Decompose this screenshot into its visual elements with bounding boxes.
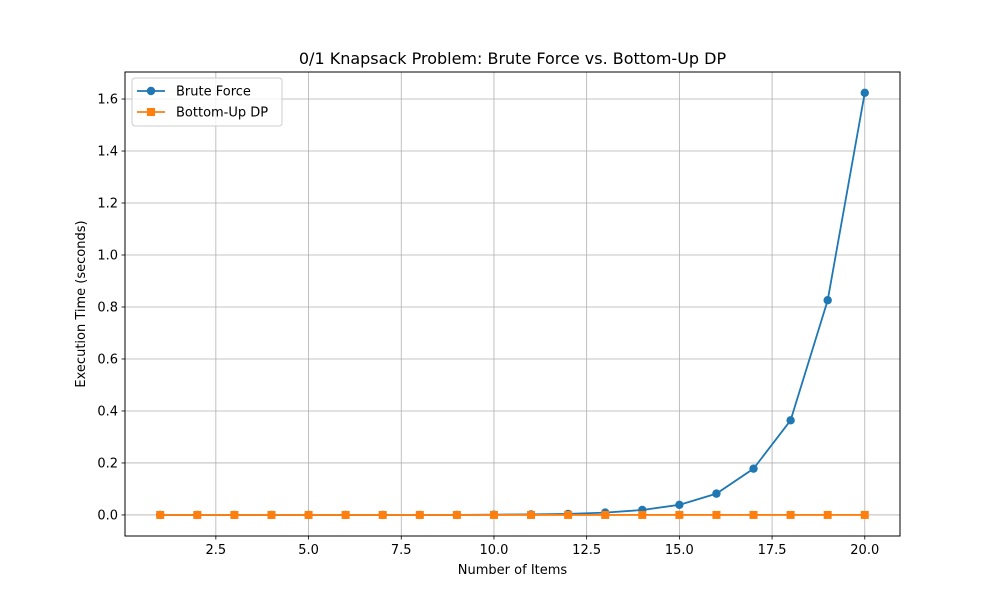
legend-label: Bottom-Up DP — [176, 106, 268, 121]
y-tick-label: 0.2 — [97, 456, 118, 471]
bottom-up-dp-point — [230, 510, 239, 519]
x-axis-ticks: 2.5 5.0 7.5 10.0 12.5 15.0 17.5 20.0 — [206, 536, 879, 558]
y-axis-ticks: 0.0 0.2 0.4 0.6 0.8 1.0 1.2 1.4 1.6 — [97, 93, 125, 523]
y-tick-label: 0.6 — [97, 352, 118, 367]
x-tick-label: 2.5 — [206, 543, 227, 558]
legend-entry-brute-force: Brute Force — [137, 85, 251, 100]
chart-title: 0/1 Knapsack Problem: Brute Force vs. Bo… — [299, 49, 727, 68]
brute-force-point — [675, 500, 684, 510]
legend-marker — [147, 108, 155, 116]
bottom-up-dp-point — [156, 510, 165, 519]
bottom-up-dp-point — [489, 510, 498, 519]
y-tick-label: 1.6 — [97, 93, 118, 108]
series-area — [156, 88, 869, 520]
bottom-up-dp-point — [823, 510, 832, 519]
bottom-up-dp-point — [564, 510, 573, 519]
y-tick-label: 1.2 — [97, 197, 118, 212]
bottom-up-dp-point — [304, 510, 313, 519]
y-tick-label: 0.0 — [97, 508, 118, 523]
legend-entries: Brute Force Bottom-Up DP — [137, 85, 268, 121]
bottom-up-dp-point — [860, 510, 869, 519]
legend: Brute Force Bottom-Up DP — [131, 77, 283, 127]
brute-force-point — [823, 296, 832, 305]
x-tick-label: 10.0 — [479, 543, 508, 558]
bottom-up-dp-point — [267, 510, 276, 519]
brute-force-point — [749, 464, 758, 473]
bottom-up-dp-point — [638, 510, 647, 519]
legend-marker — [146, 86, 156, 96]
bottom-up-dp-point — [378, 510, 387, 519]
x-tick-label: 12.5 — [572, 543, 601, 558]
bottom-up-dp-point — [601, 510, 610, 519]
brute-force-point — [786, 416, 795, 425]
bottom-up-dp-point — [786, 510, 795, 519]
x-tick-label: 20.0 — [850, 543, 879, 558]
x-tick-label: 15.0 — [665, 543, 694, 558]
plot-frame — [124, 71, 901, 537]
y-tick-label: 0.8 — [97, 300, 118, 315]
bottom-up-dp-point — [193, 510, 202, 519]
x-axis-label: Number of Items — [458, 563, 568, 578]
x-tick-label: 5.0 — [298, 543, 319, 558]
bottom-up-dp-point — [675, 510, 684, 519]
y-tick-label: 1.4 — [97, 145, 118, 160]
y-tick-label: 0.4 — [97, 404, 118, 419]
y-tick-label: 1.0 — [97, 249, 118, 264]
brute-force-point — [860, 88, 869, 97]
legend-box — [131, 77, 283, 127]
brute-force-point — [712, 489, 721, 498]
bottom-up-dp-point — [341, 510, 350, 519]
legend-entry-bottom-up-dp: Bottom-Up DP — [137, 106, 268, 121]
bottom-up-dp-point — [415, 510, 424, 519]
bottom-up-dp-point — [712, 510, 721, 519]
x-tick-label: 17.5 — [758, 543, 787, 558]
series-bottom-up-dp — [156, 510, 869, 519]
x-tick-label: 7.5 — [391, 543, 412, 558]
bottom-up-dp-point — [452, 510, 461, 519]
y-axis-label: Execution Time (seconds) — [74, 220, 89, 387]
bottom-up-dp-point — [527, 510, 536, 519]
legend-label: Brute Force — [176, 85, 251, 100]
bottom-up-dp-point — [749, 510, 758, 519]
